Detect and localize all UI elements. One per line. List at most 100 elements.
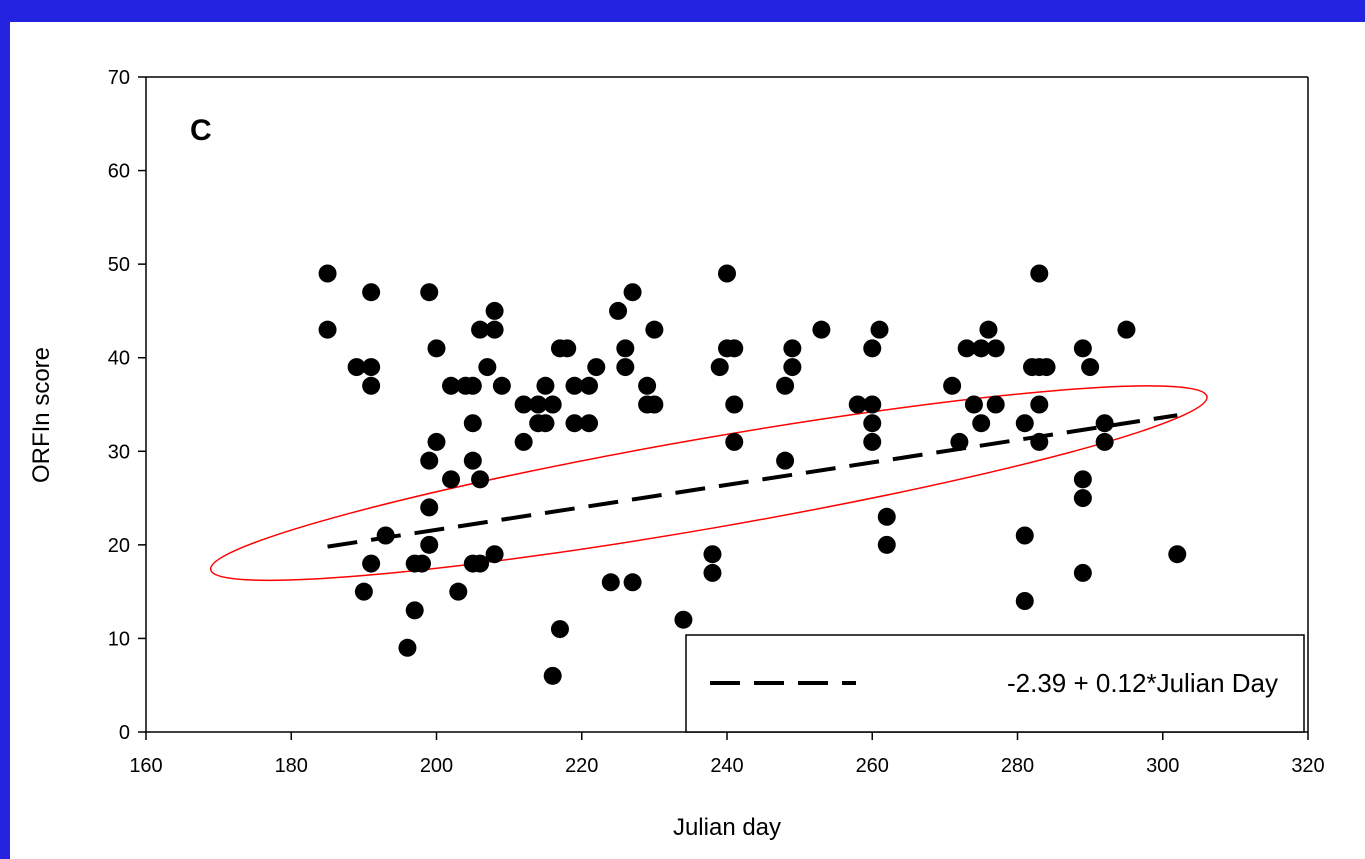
data-point	[776, 376, 795, 395]
data-point	[471, 554, 490, 573]
data-point	[863, 414, 882, 433]
y-tick-label: 10	[108, 628, 130, 650]
data-point	[565, 376, 584, 395]
data-point	[1015, 592, 1034, 610]
data-point	[362, 358, 381, 377]
data-point	[877, 507, 896, 526]
data-point	[725, 339, 744, 358]
y-tick-label: 40	[108, 348, 130, 370]
data-point	[529, 395, 548, 414]
data-point	[848, 395, 867, 414]
data-point	[318, 320, 337, 339]
data-point	[638, 376, 657, 395]
data-point	[812, 320, 831, 339]
data-point	[420, 451, 439, 470]
trend-line-layer	[327, 413, 1178, 549]
data-point	[623, 573, 642, 592]
data-point	[623, 283, 642, 302]
data-point	[405, 601, 424, 620]
data-point	[514, 395, 533, 414]
data-point	[362, 283, 381, 302]
data-point	[1095, 414, 1114, 433]
data-point	[986, 395, 1005, 414]
data-point	[536, 414, 555, 433]
data-point	[318, 264, 337, 283]
data-point	[1073, 563, 1092, 582]
x-tick-label: 280	[1001, 755, 1034, 777]
data-point	[362, 376, 381, 395]
data-point	[1037, 358, 1056, 377]
data-point	[412, 554, 431, 573]
x-axis-title: Julian day	[673, 814, 781, 841]
data-point	[863, 395, 882, 414]
data-point	[543, 395, 562, 414]
highlight-ellipse	[209, 385, 1208, 582]
data-point	[565, 414, 584, 433]
y-tick-label: 20	[108, 535, 130, 557]
data-point	[1015, 414, 1034, 433]
y-tick-label: 60	[108, 161, 130, 183]
data-point	[943, 376, 962, 395]
data-point	[964, 395, 983, 414]
data-point	[449, 582, 468, 601]
data-point	[536, 376, 555, 395]
data-point	[863, 432, 882, 451]
data-point	[1073, 489, 1092, 508]
data-point	[420, 498, 439, 517]
x-tick-label: 200	[420, 755, 453, 777]
data-point	[1168, 545, 1187, 564]
y-tick-label: 50	[108, 254, 130, 276]
data-point	[725, 395, 744, 414]
legend-box	[685, 634, 1305, 733]
x-tick-label: 160	[129, 755, 162, 777]
data-point	[609, 301, 628, 320]
data-point	[427, 339, 446, 358]
regression-line	[327, 413, 1178, 549]
data-point	[1030, 264, 1049, 283]
data-point	[485, 320, 504, 339]
y-axis-title: ORFIn score	[28, 347, 55, 483]
data-point	[1117, 320, 1136, 339]
data-point	[580, 376, 599, 395]
data-point	[776, 451, 795, 470]
data-point	[1081, 358, 1100, 377]
data-point	[1030, 395, 1049, 414]
data-point	[863, 339, 882, 358]
x-tick-label: 240	[710, 755, 743, 777]
data-point	[718, 264, 736, 283]
legend-label: -2.39 + 0.12*Julian Day	[1007, 668, 1278, 698]
data-point	[725, 432, 744, 451]
y-tick-label: 70	[108, 67, 130, 89]
x-tick-label: 300	[1146, 755, 1179, 777]
data-point	[616, 339, 635, 358]
data-point	[492, 376, 511, 395]
x-tick-label: 180	[275, 755, 308, 777]
y-tick-label: 30	[108, 441, 130, 463]
data-point	[514, 432, 533, 451]
panel-label: C	[190, 114, 212, 147]
data-point	[420, 535, 439, 554]
data-point	[877, 535, 896, 554]
data-point	[543, 666, 562, 685]
data-point	[427, 432, 446, 451]
data-point	[354, 582, 373, 601]
data-point	[1095, 432, 1114, 451]
data-point	[1073, 470, 1092, 489]
data-point	[442, 376, 461, 395]
x-tick-label: 320	[1291, 755, 1324, 777]
data-point	[870, 320, 889, 339]
data-point	[587, 358, 606, 377]
data-point	[485, 545, 504, 564]
data-point	[471, 470, 490, 489]
data-point	[463, 451, 482, 470]
data-point	[601, 573, 620, 592]
data-point	[783, 339, 802, 358]
legend: -2.39 + 0.12*Julian Day	[685, 634, 1305, 733]
y-tick-label: 0	[119, 722, 130, 744]
data-point	[478, 358, 497, 377]
data-point	[710, 358, 729, 377]
data-point	[703, 563, 722, 582]
points-layer	[318, 264, 1187, 685]
data-point	[645, 320, 664, 339]
axes: 160 180 200 220 240 260 280 300 320 0 10 20 30 40 50 60…	[108, 67, 1325, 777]
